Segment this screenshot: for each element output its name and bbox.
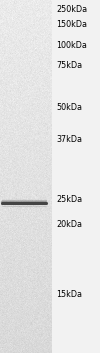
Text: 150kDa: 150kDa [56, 19, 87, 29]
Text: 20kDa: 20kDa [56, 220, 82, 229]
Text: 37kDa: 37kDa [56, 135, 82, 144]
Text: 15kDa: 15kDa [56, 290, 82, 299]
Text: 100kDa: 100kDa [56, 41, 87, 50]
Text: 75kDa: 75kDa [56, 61, 82, 70]
Text: 25kDa: 25kDa [56, 195, 82, 204]
Text: 50kDa: 50kDa [56, 103, 82, 112]
Text: 250kDa: 250kDa [56, 5, 87, 14]
